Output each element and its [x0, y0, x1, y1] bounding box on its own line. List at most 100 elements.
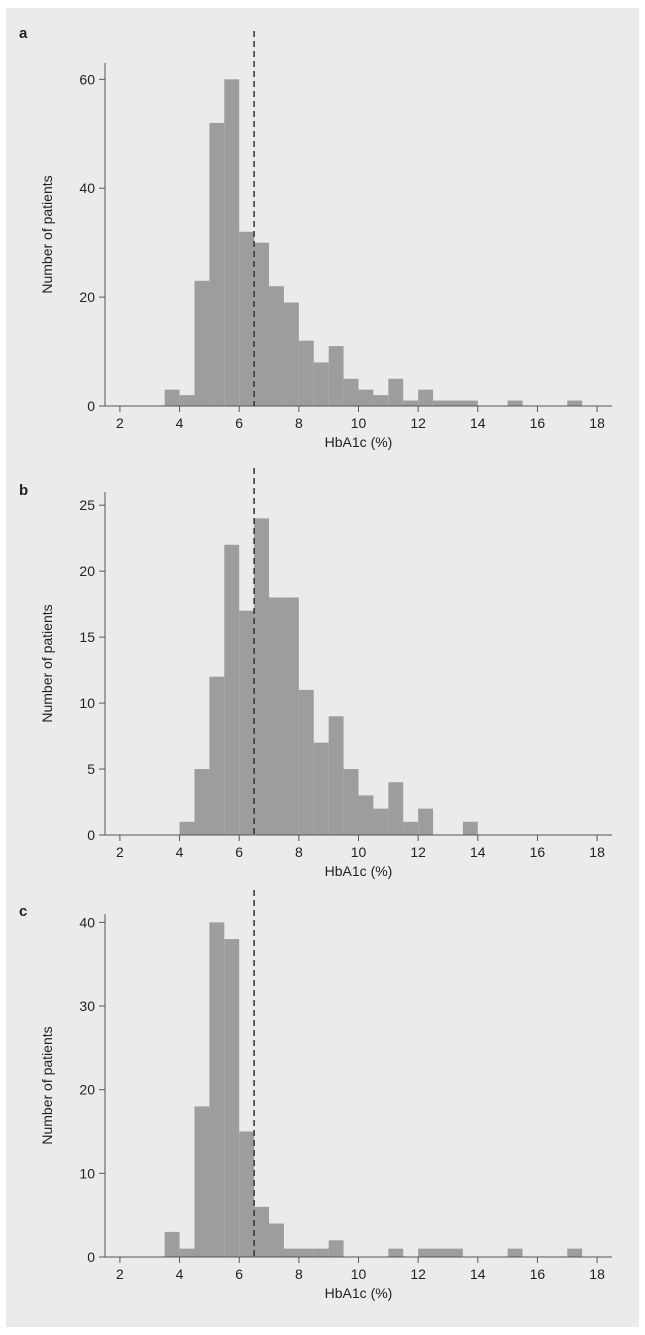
- panel-b-x-tick-label: 16: [530, 844, 546, 860]
- panel-a-bar: [358, 389, 374, 406]
- figure-panel: a 0 20 40 60 2 4 6 8 10 12 14 16 18 HbA1c (%) Number of…: [6, 8, 639, 1327]
- panel-a-x-tick-label: 2: [116, 415, 124, 431]
- panel-b-bar: [313, 742, 329, 835]
- panel-a-bar: [418, 389, 434, 406]
- panel-a-x-tick-label: 12: [410, 415, 426, 431]
- panel-c-bar: [179, 1248, 195, 1257]
- panel-b-bar: [254, 518, 270, 835]
- panel-b-bar: [388, 782, 404, 835]
- panel-a-x-tick-label: 16: [530, 415, 546, 431]
- panel-c-bar: [433, 1248, 448, 1257]
- panel-b-x-tick-label: 2: [116, 844, 124, 860]
- panel-b-bar: [462, 821, 478, 835]
- panel-b-x-tick-label: 12: [410, 844, 426, 860]
- panel-b-y-tick-label: 10: [79, 695, 95, 711]
- panel-a-bar: [298, 340, 314, 406]
- panel-c-bar: [388, 1248, 404, 1257]
- panel-b-bar: [373, 808, 389, 835]
- panel-a-x-tick-label: 18: [589, 415, 605, 431]
- panel-c-bar: [567, 1248, 583, 1257]
- panel-a-bar: [224, 79, 240, 406]
- panel-a-x-tick-label: 4: [176, 415, 184, 431]
- panel-c-y-tick-label: 20: [79, 1082, 95, 1098]
- panel-c-y-tick-label: 0: [87, 1249, 95, 1265]
- panel-a-bar: [403, 400, 419, 406]
- panel-b-y-axis-title: Number of patients: [39, 604, 55, 722]
- panel-a-bar: [269, 286, 284, 406]
- panel-b-bar: [224, 544, 240, 835]
- panel-a-bar: [179, 395, 195, 406]
- panel-c-bar: [313, 1248, 329, 1257]
- panel-a-y-tick-label: 0: [87, 398, 95, 414]
- panel-b-bar: [358, 795, 374, 835]
- panel-b-bar: [343, 769, 359, 835]
- panel-c-x-tick-label: 16: [530, 1266, 546, 1282]
- panel-c-y-tick-label: 10: [79, 1165, 95, 1181]
- panel-a-bar: [373, 395, 389, 406]
- panel-b-bar: [328, 716, 344, 835]
- panel-a-bar: [283, 302, 299, 406]
- panel-b-x-tick-label: 10: [351, 844, 367, 860]
- panel-a-x-tick-label: 14: [470, 415, 486, 431]
- panel-b-bar: [194, 769, 210, 835]
- panel-c-y-tick-label: 30: [79, 998, 95, 1014]
- panel-c-x-tick-label: 12: [410, 1266, 426, 1282]
- panel-c-bar: [298, 1248, 314, 1257]
- panel-c-bar: [269, 1223, 284, 1257]
- panel-b-y-tick-label: 0: [87, 827, 95, 843]
- panel-b-bar: [209, 676, 225, 835]
- panel-a-x-tick-label: 8: [295, 415, 303, 431]
- panel-c-bar: [254, 1206, 270, 1257]
- panel-b-bar: [403, 821, 419, 835]
- panel-a-bar: [507, 400, 523, 406]
- panel-b-y-tick-label: 15: [79, 629, 95, 645]
- panel-c-bar: [209, 922, 225, 1257]
- panel-a-bar: [462, 400, 478, 406]
- panel-c-x-tick-label: 14: [470, 1266, 486, 1282]
- panel-c-x-axis-title: HbA1c (%): [325, 1285, 393, 1301]
- panel-a-bar: [239, 231, 255, 406]
- panel-b-bar: [418, 808, 434, 835]
- panel-c-bar: [418, 1248, 434, 1257]
- panel-b-x-tick-label: 8: [295, 844, 303, 860]
- panel-a-bar: [254, 242, 270, 406]
- panel-b-label: b: [19, 482, 28, 499]
- panel-b-x-tick-label: 6: [235, 844, 243, 860]
- panel-c-x-tick-label: 10: [351, 1266, 367, 1282]
- panel-a-bar: [328, 346, 344, 406]
- panel-a-y-tick-label: 20: [79, 289, 95, 305]
- panel-a-label: a: [19, 25, 28, 42]
- panel-c-bar: [194, 1106, 210, 1257]
- panel-a-x-tick-label: 6: [235, 415, 243, 431]
- panel-b-bar: [298, 689, 314, 835]
- panel-c-y-axis-title: Number of patients: [39, 1026, 55, 1144]
- panel-a-bar: [433, 400, 448, 406]
- panel-a-x-axis-title: HbA1c (%): [325, 434, 393, 450]
- panel-c-label: c: [19, 903, 27, 920]
- panel-a-bar: [209, 122, 225, 406]
- panel-c-x-tick-label: 18: [589, 1266, 605, 1282]
- panel-c-bar: [328, 1240, 344, 1257]
- panel-b-bar: [179, 821, 195, 835]
- panel-c-bar: [447, 1248, 463, 1257]
- panel-c-bar: [507, 1248, 523, 1257]
- panel-b-y-tick-label: 25: [79, 497, 95, 513]
- panel-c-y-tick-label: 40: [79, 914, 95, 930]
- panel-c-x-tick-label: 4: [176, 1266, 184, 1282]
- panel-b-x-axis-title: HbA1c (%): [325, 863, 393, 879]
- panel-b-x-tick-label: 18: [589, 844, 605, 860]
- panel-a-bar: [567, 400, 583, 406]
- panel-b-bar: [239, 610, 255, 835]
- panel-b-bar: [269, 597, 284, 835]
- panel-b-y-tick-label: 5: [87, 761, 95, 777]
- panel-c-bar: [224, 939, 240, 1257]
- panel-a-y-tick-label: 40: [79, 180, 95, 196]
- panel-a-y-axis-title: Number of patients: [39, 175, 55, 293]
- panel-a-bar: [388, 378, 404, 406]
- panel-a-y-tick-label: 60: [79, 71, 95, 87]
- panel-b-y-tick-label: 20: [79, 563, 95, 579]
- panel-a-x-tick-label: 10: [351, 415, 367, 431]
- panel-b-bar: [283, 597, 299, 835]
- panel-c-x-tick-label: 8: [295, 1266, 303, 1282]
